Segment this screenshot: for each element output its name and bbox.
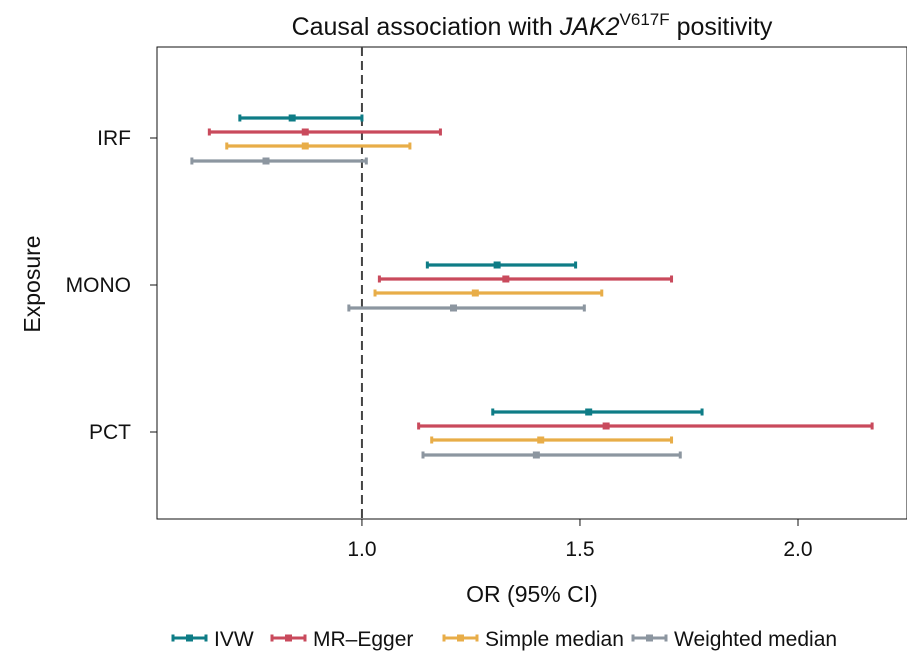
- legend-weighted-median-marker: [646, 634, 653, 642]
- mr-egger-pct-point: [602, 422, 610, 430]
- mr-egger-irf-point: [301, 128, 309, 136]
- simple-median-pct-point: [537, 436, 545, 444]
- legend-mr-egger-marker: [285, 634, 292, 642]
- legend: IVW MR–Egger Simple median Weighted median: [171, 628, 837, 651]
- legend-simple-median-label: Simple median: [485, 628, 624, 651]
- x-tick-label-1.0: 1.0: [347, 538, 376, 561]
- ivw-mono-point: [493, 261, 501, 269]
- legend-simple-median-marker: [457, 634, 464, 642]
- y-tick-label-mono: MONO: [66, 274, 131, 297]
- plot-marks: 1.0 1.5 2.0 IRF MONO PCT: [66, 47, 874, 561]
- x-tick-label-1.5: 1.5: [565, 538, 594, 561]
- x-tick-label-2.0: 2.0: [783, 538, 812, 561]
- weighted-median-mono-point: [450, 304, 458, 312]
- y-tick-label-irf: IRF: [97, 127, 131, 150]
- ivw-pct-point: [585, 408, 593, 416]
- chart-title: Causal association with JAK2V617F positi…: [292, 10, 773, 41]
- weighted-median-pct-point: [532, 451, 540, 459]
- legend-weighted-median-label: Weighted median: [674, 628, 837, 651]
- simple-median-mono-point: [471, 289, 479, 297]
- legend-mr-egger-label: MR–Egger: [313, 628, 413, 651]
- ivw-irf-point: [288, 114, 296, 122]
- weighted-median-irf-point: [262, 157, 270, 165]
- y-axis-label: Exposure: [19, 235, 45, 332]
- legend-ivw-label: IVW: [214, 628, 254, 651]
- simple-median-irf-point: [301, 142, 309, 150]
- x-axis-label: OR (95% CI): [466, 581, 598, 607]
- legend-ivw-marker: [186, 634, 193, 642]
- mr-egger-mono-point: [502, 275, 510, 283]
- y-tick-label-pct: PCT: [89, 421, 131, 444]
- plot-frame: [156, 46, 907, 520]
